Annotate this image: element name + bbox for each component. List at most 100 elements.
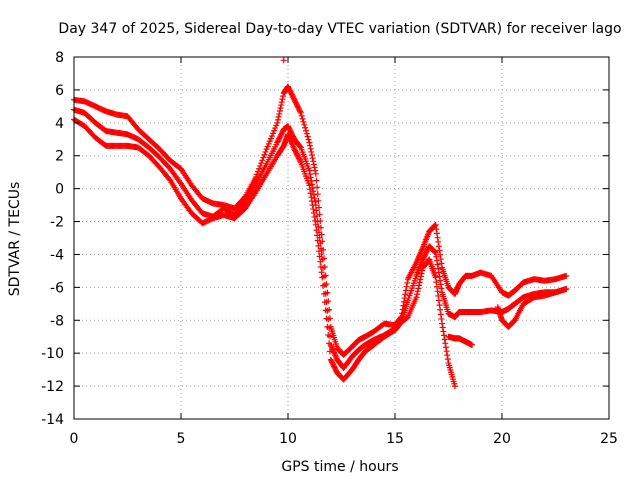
data-point — [311, 213, 318, 220]
y-tick-label: -2 — [50, 215, 64, 231]
data-point — [332, 365, 339, 372]
y-tick-label: -6 — [50, 280, 64, 296]
data-point — [276, 134, 283, 141]
data-point — [278, 99, 285, 106]
data-point — [305, 136, 312, 143]
data-point — [318, 269, 325, 276]
data-point — [320, 282, 327, 289]
data-point — [415, 285, 422, 292]
data-point — [258, 160, 265, 167]
data-point — [309, 155, 316, 162]
data-point — [440, 328, 447, 335]
data-point — [436, 302, 443, 309]
data-point — [439, 320, 446, 327]
data-point — [308, 198, 315, 205]
data-point — [437, 277, 444, 284]
data-point — [306, 139, 313, 146]
data-point — [319, 274, 326, 281]
data-point — [293, 150, 300, 157]
data-point — [292, 148, 299, 155]
chart-title: Day 347 of 2025, Sidereal Day-to-day VTE… — [58, 21, 621, 37]
y-tick-label: 2 — [55, 149, 64, 165]
data-point — [563, 272, 570, 279]
series-trace-g — [445, 333, 476, 348]
data-point — [166, 176, 173, 183]
data-point — [278, 130, 285, 137]
data-point — [265, 140, 272, 147]
data-point — [418, 270, 425, 277]
y-axis-label: SDTVAR / TECUs — [7, 182, 23, 297]
series-trace-d — [398, 221, 570, 320]
data-point — [309, 202, 316, 209]
grid-lines — [74, 57, 609, 419]
data-point — [437, 251, 444, 258]
data-point — [417, 276, 424, 283]
data-point — [264, 143, 271, 150]
data-point — [297, 109, 304, 116]
data-point — [424, 247, 431, 254]
data-point — [270, 130, 277, 137]
data-point — [415, 282, 422, 289]
data-point — [443, 348, 450, 355]
data-point — [422, 251, 429, 258]
data-point — [277, 132, 284, 139]
data-point — [286, 86, 293, 93]
data-point — [291, 96, 298, 103]
data-point — [307, 145, 314, 152]
data-point — [432, 222, 439, 229]
data-point — [314, 191, 321, 198]
data-point — [276, 110, 283, 117]
data-point — [260, 154, 267, 161]
data-point — [435, 297, 442, 304]
data-point — [330, 362, 337, 369]
data-point — [436, 247, 443, 254]
data-point — [434, 288, 441, 295]
x-tick-label: 0 — [70, 431, 79, 447]
data-point — [291, 146, 298, 153]
data-point — [435, 265, 442, 272]
data-point — [414, 291, 421, 298]
data-point — [317, 263, 324, 270]
data-point — [300, 118, 307, 125]
data-point — [419, 267, 426, 274]
data-point — [421, 252, 428, 259]
plot-frame — [73, 56, 610, 420]
data-point — [308, 194, 315, 201]
data-point — [451, 383, 458, 390]
data-point — [438, 315, 445, 322]
data-point — [416, 279, 423, 286]
data-point — [329, 360, 336, 367]
series-trace-c — [71, 116, 405, 383]
data-point — [432, 249, 439, 256]
data-point — [431, 248, 438, 255]
data-point — [442, 340, 449, 347]
data-point — [277, 105, 284, 112]
data-point — [288, 129, 295, 136]
data-point — [297, 143, 304, 150]
data-point — [294, 152, 301, 159]
data-point — [302, 127, 309, 134]
data-point — [438, 260, 445, 267]
data-point — [275, 136, 282, 143]
data-point — [312, 170, 319, 177]
data-point — [433, 253, 440, 260]
data-point — [293, 151, 300, 158]
data-point — [419, 256, 426, 263]
data-point — [307, 142, 314, 149]
data-point — [301, 121, 308, 128]
data-point — [322, 307, 329, 314]
y-tick-label: -4 — [50, 247, 64, 263]
data-point — [316, 253, 323, 260]
data-point — [257, 162, 264, 169]
data-point — [275, 113, 282, 120]
data-point — [313, 177, 320, 184]
data-point — [268, 132, 275, 139]
x-tick-label: 15 — [386, 431, 404, 447]
data-point — [299, 115, 306, 122]
data-point — [310, 206, 317, 213]
data-point — [324, 323, 331, 330]
y-tick-label: -14 — [41, 412, 64, 428]
data-point — [293, 100, 300, 107]
data-point — [295, 104, 302, 111]
